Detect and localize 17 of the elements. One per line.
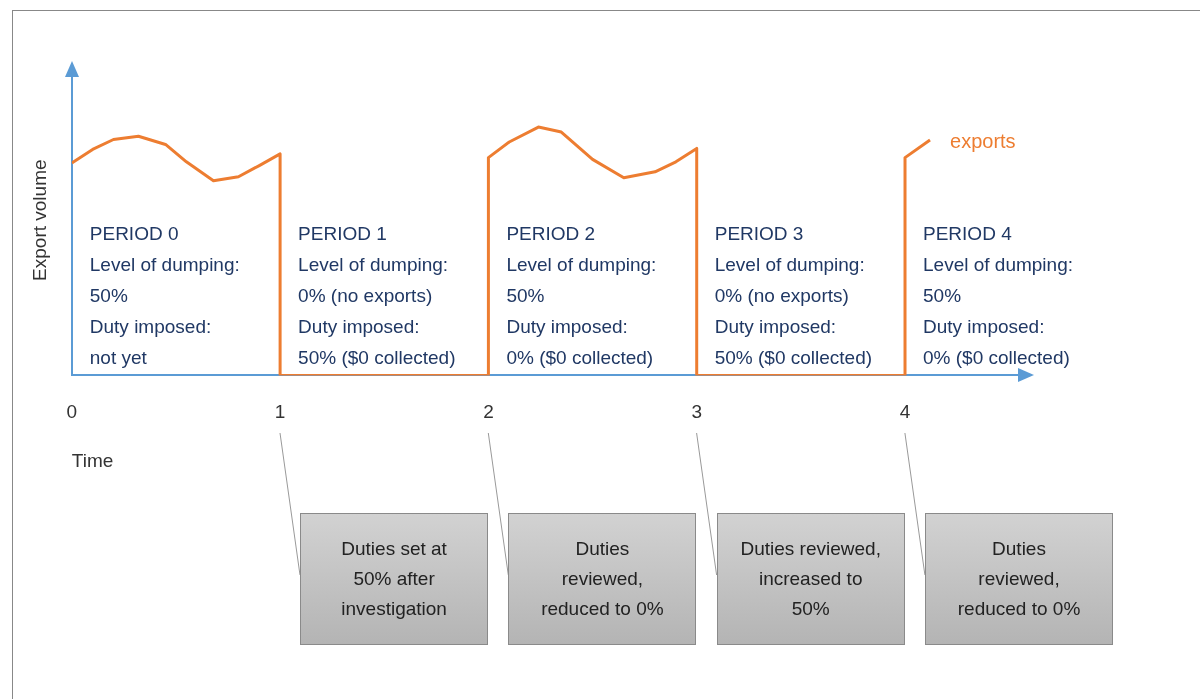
- annotation: PERIOD 2 Level of dumping: 50% Duty imposed: 0% ($0 collected): [506, 222, 657, 370]
- annotation: PERIOD 0 Level of dumping: 50% Duty imposed: not yet: [89, 222, 240, 370]
- y-axis-title: Export volume: [28, 159, 50, 281]
- x-tick-label: 4: [899, 401, 911, 423]
- callout-box: Duties reviewed, reduced to 0%: [508, 513, 697, 646]
- x-tick-label: 2: [483, 401, 494, 423]
- x-tick-label: 3: [691, 401, 702, 423]
- annotation: PERIOD 4 Level of dumping: 50% Duty imposed: 0% ($0 collected): [923, 222, 1074, 370]
- x-axis-title: Time: [71, 449, 114, 471]
- x-tick-label: 1: [274, 401, 286, 423]
- series-label: exports: [950, 129, 1016, 152]
- callout-box: Duties set at 50% after investigation: [300, 513, 489, 646]
- callout-box: Duties reviewed, reduced to 0%: [925, 513, 1113, 646]
- annotation: PERIOD 3 Level of dumping: 0% (no exports) Duty imposed: 50% ($0 collected): [714, 222, 873, 370]
- x-tick-label: 0: [66, 401, 78, 423]
- callout-box: Duties reviewed, increased to 50%: [716, 513, 905, 646]
- annotation: PERIOD 1 Level of dumping: 0% (no exports) Duty imposed: 50% ($0 collected): [298, 222, 456, 370]
